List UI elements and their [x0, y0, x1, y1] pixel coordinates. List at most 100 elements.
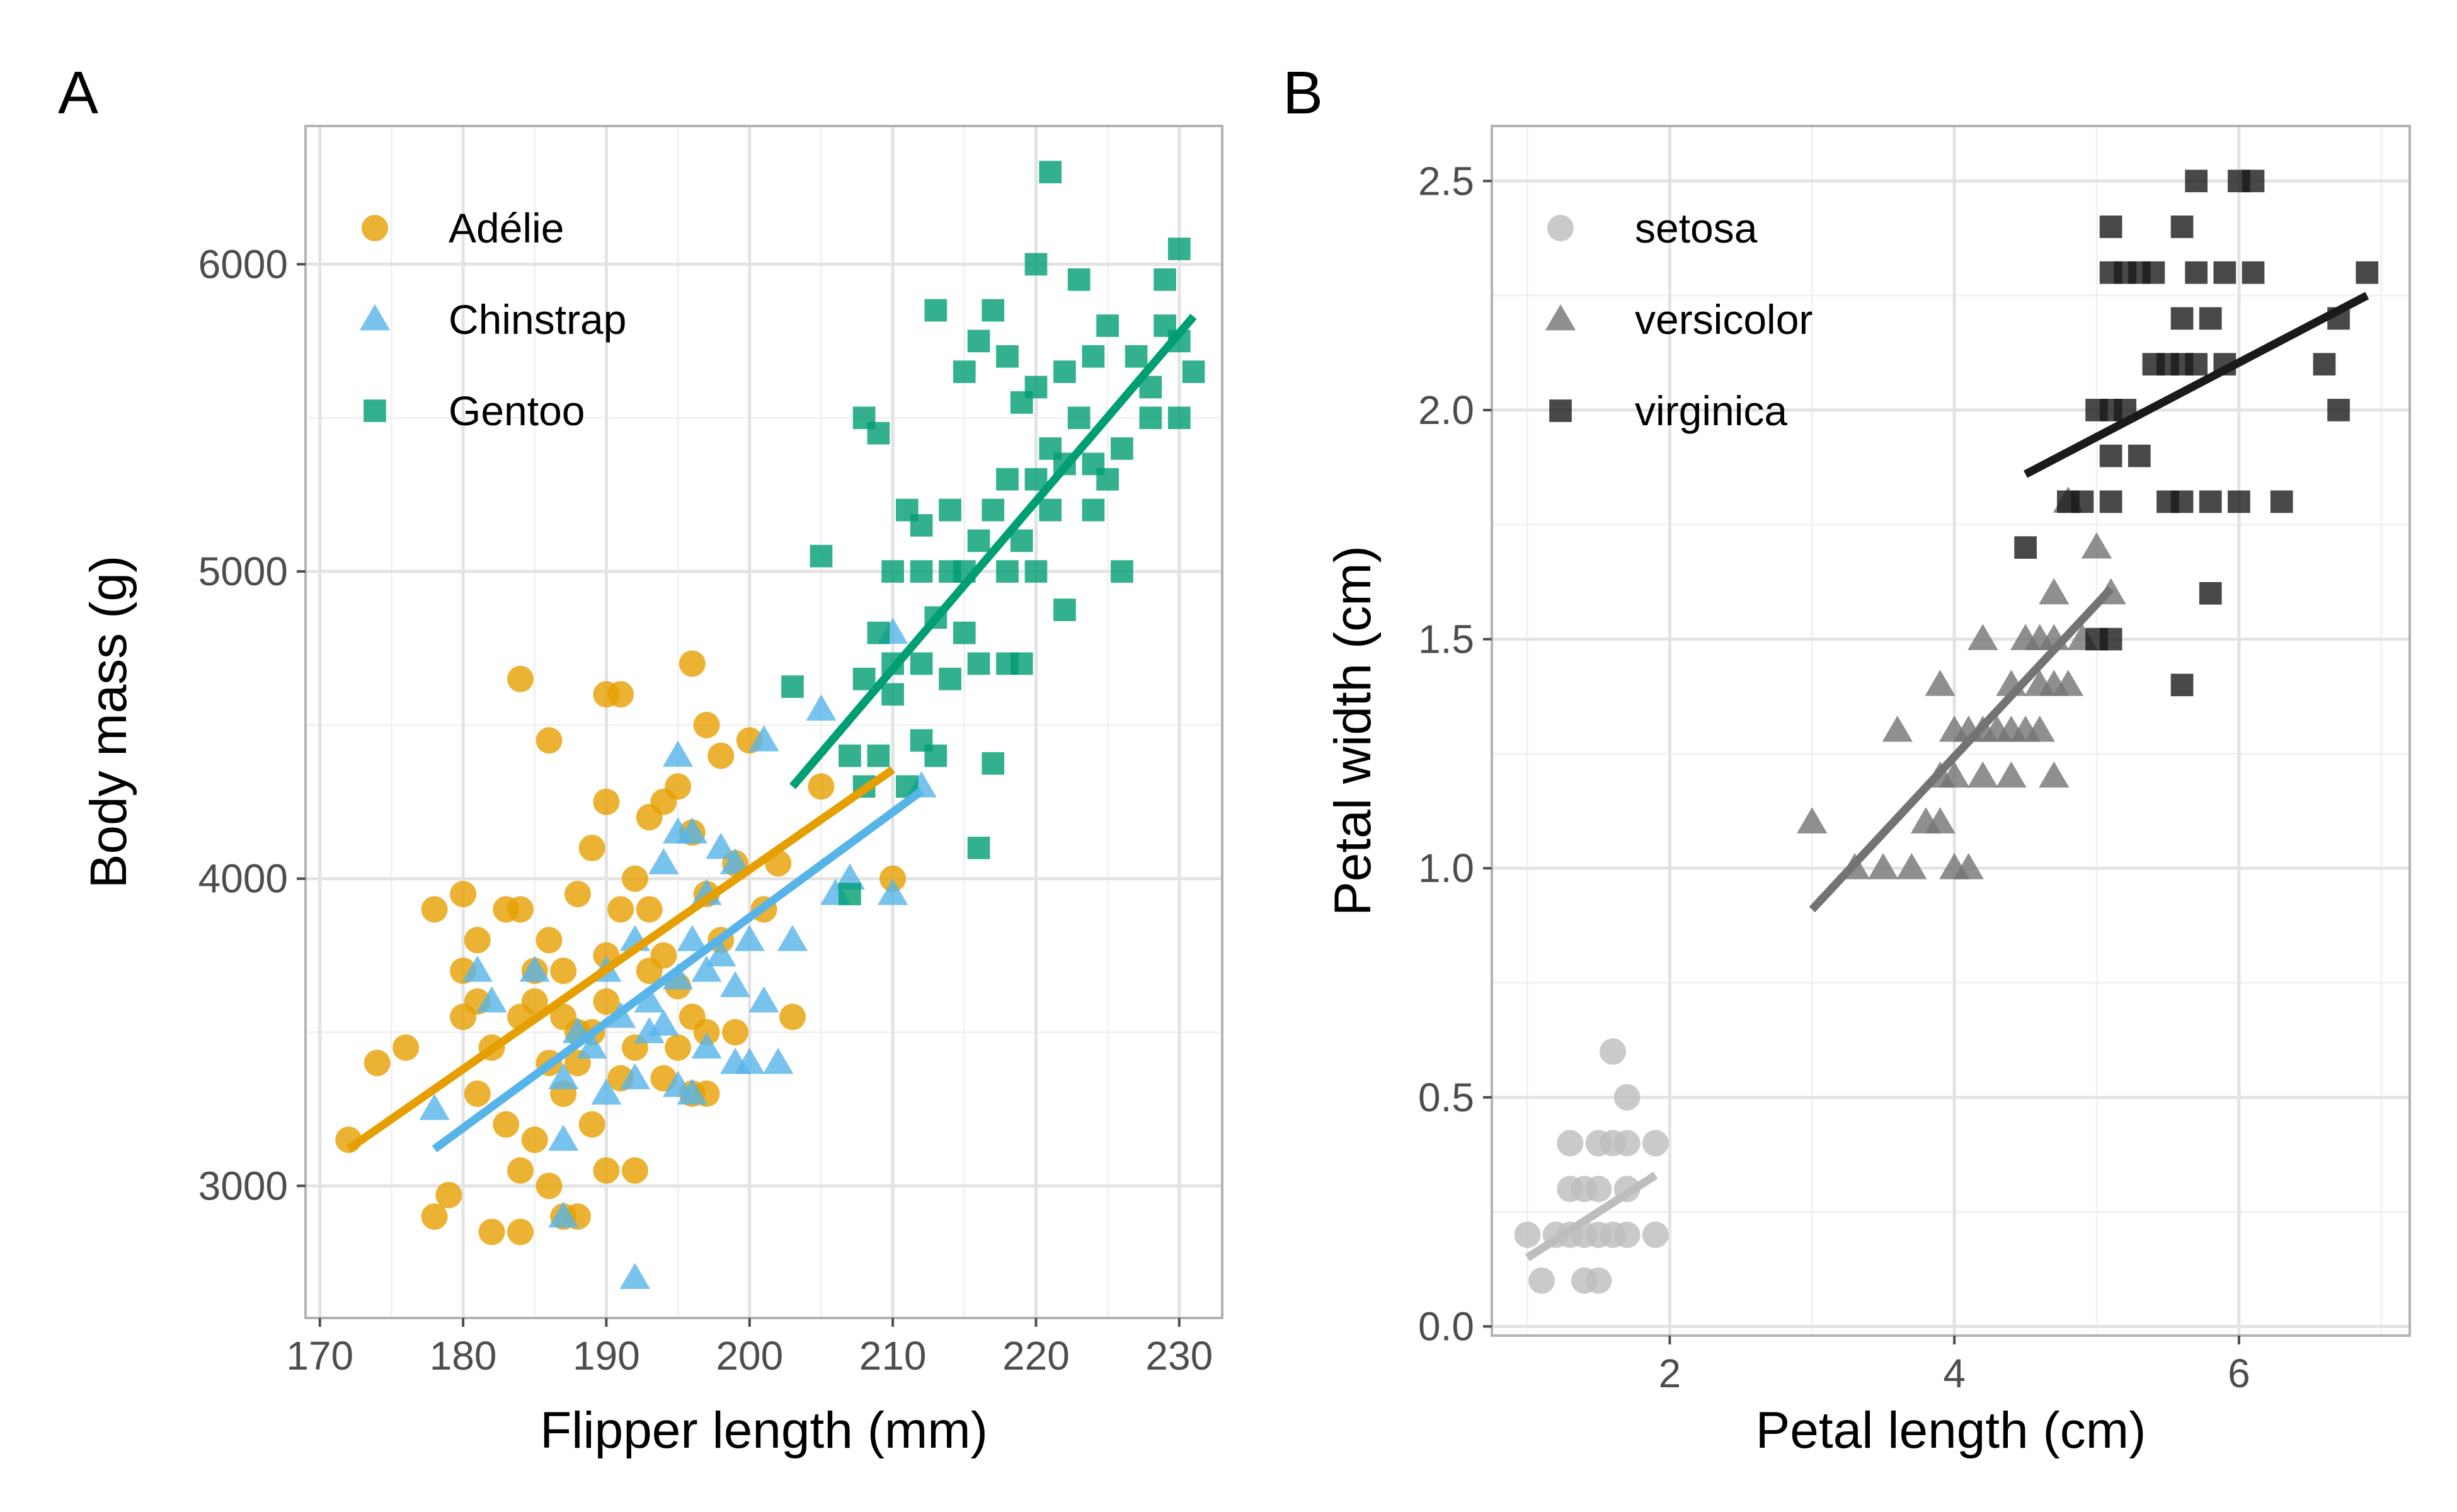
data-point	[1613, 1222, 1641, 1248]
data-point	[967, 529, 990, 553]
panel-border	[1491, 125, 2411, 1337]
data-point	[2327, 399, 2350, 421]
data-point	[476, 986, 507, 1013]
data-point	[691, 955, 722, 982]
data-point	[967, 652, 990, 675]
data-point	[1613, 1084, 1641, 1111]
data-point	[2199, 581, 2222, 605]
data-point	[719, 971, 751, 997]
y-tick-label: 6000	[198, 241, 288, 287]
data-point	[493, 1111, 520, 1138]
data-point	[650, 788, 677, 815]
legend-key-triangle	[359, 304, 391, 331]
data-point	[1967, 761, 1998, 788]
data-point	[648, 848, 679, 874]
data-point	[1925, 807, 1956, 833]
data-point	[462, 955, 493, 982]
data-point	[507, 1157, 534, 1184]
data-point	[593, 788, 620, 815]
data-point	[536, 727, 563, 754]
data-point	[2199, 490, 2222, 513]
data-point	[2270, 490, 2293, 513]
trend-line	[346, 766, 895, 1153]
data-point	[2128, 444, 2151, 467]
data-point	[1139, 406, 1162, 430]
data-point	[1528, 1267, 1555, 1294]
data-point	[677, 925, 707, 951]
data-point	[706, 832, 736, 859]
data-point	[536, 927, 563, 954]
x-tick-label: 180	[430, 1333, 497, 1378]
data-point	[548, 1063, 579, 1090]
data-point	[478, 1218, 505, 1246]
data-point	[1996, 761, 2027, 788]
legend: Adélie Chinstrap Gentoo	[359, 205, 626, 434]
data-point	[2099, 627, 2122, 651]
data-point	[2053, 670, 2084, 696]
trend-line	[2024, 292, 2369, 478]
data-point	[564, 881, 591, 908]
legend-label: Chinstrap	[449, 296, 626, 343]
data-point	[464, 1080, 491, 1108]
data-point	[607, 681, 634, 708]
data-point	[2024, 715, 2055, 742]
data-point	[392, 1034, 420, 1061]
data-point	[2039, 761, 2070, 788]
data-point	[2142, 261, 2165, 284]
data-point	[1053, 360, 1076, 383]
data-point	[953, 621, 976, 644]
data-point	[2170, 307, 2194, 330]
x-tick-label: 2	[1659, 1351, 1681, 1396]
data-point	[2213, 261, 2236, 284]
data-point	[2199, 307, 2222, 330]
data-point	[1039, 161, 1062, 183]
data-point	[521, 1126, 548, 1154]
data-point	[748, 725, 779, 752]
data-point	[939, 667, 961, 690]
data-point	[806, 694, 837, 721]
data-point	[1167, 238, 1191, 260]
data-point	[707, 742, 735, 769]
data-point	[867, 421, 890, 445]
data-point	[1096, 314, 1119, 337]
panel-b: B 2 4 6 0.0 0.5 1.0 1.5 2.0 2.5 Petal length (cm) P…	[1283, 59, 2411, 1459]
data-point	[1182, 360, 1205, 383]
data-point	[2185, 169, 2208, 193]
data-point	[1642, 1222, 1669, 1248]
data-point	[734, 1048, 765, 1074]
data-point	[734, 925, 765, 951]
data-point	[779, 1004, 806, 1031]
series-square	[781, 161, 1205, 905]
data-point	[521, 988, 548, 1015]
data-point	[619, 1263, 651, 1289]
data-point	[421, 896, 448, 923]
data-point	[719, 848, 751, 874]
y-tick-label: 2.0	[1418, 387, 1474, 433]
data-point	[1111, 437, 1133, 460]
data-point	[677, 1078, 707, 1105]
data-point	[1167, 406, 1191, 430]
data-point	[996, 560, 1019, 583]
data-point	[1024, 253, 1048, 276]
data-point	[2099, 215, 2122, 238]
data-point	[1067, 406, 1091, 430]
data-point	[1925, 670, 1956, 696]
data-point	[1125, 345, 1148, 368]
data-point	[781, 675, 804, 698]
data-point	[1868, 853, 1899, 879]
series-triangle	[419, 617, 937, 1289]
data-point	[881, 683, 904, 706]
data-point	[593, 1157, 620, 1184]
y-axis-title: Petal width (cm)	[1324, 546, 1382, 916]
data-point	[1514, 1222, 1541, 1248]
data-point	[867, 744, 890, 767]
legend-label: Adélie	[449, 205, 564, 251]
data-point	[662, 963, 694, 990]
x-tick-label: 6	[2228, 1351, 2250, 1396]
data-point	[364, 1050, 391, 1077]
data-point	[1039, 498, 1062, 522]
panel-a: A 170 180 190 200 210 220 230 3000 4000 5000 6000 Fl…	[58, 59, 1223, 1459]
data-point	[1053, 598, 1076, 621]
data-point	[2099, 490, 2122, 513]
